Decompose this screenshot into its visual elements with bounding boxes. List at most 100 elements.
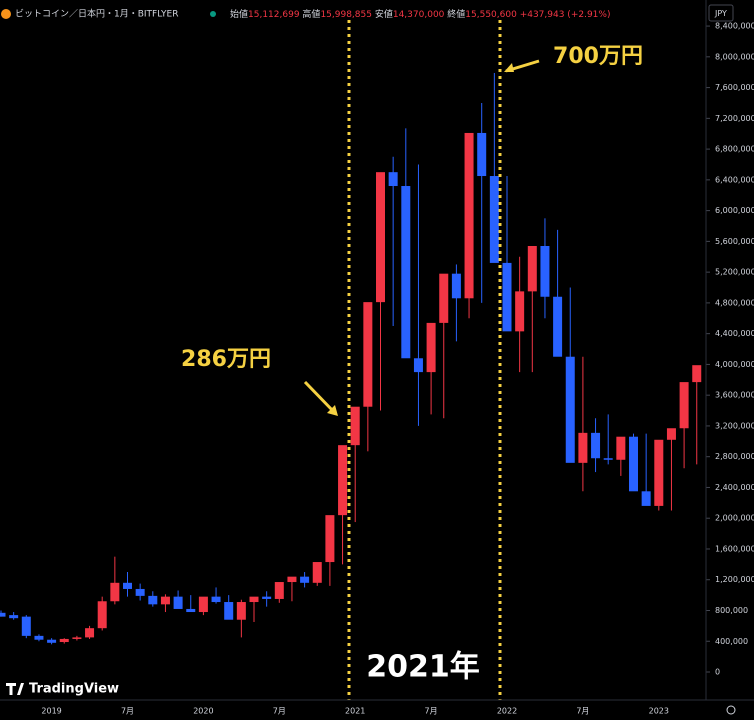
y-tick-label: 7,600,000 [715, 83, 754, 92]
y-tick-label: 8,000,000 [715, 52, 754, 61]
candle-body [274, 582, 284, 599]
label: 終値 [447, 8, 465, 20]
candle-body [401, 186, 411, 359]
y-tick-label: 1,600,000 [715, 544, 754, 553]
candle-body [477, 132, 487, 177]
settings-icon[interactable] [726, 705, 736, 715]
x-tick-label: 7月 [273, 707, 286, 716]
candle-body [692, 365, 702, 383]
candle-body [135, 588, 145, 596]
candle-body [426, 322, 436, 373]
currency: JPY [714, 9, 727, 18]
y-tick-label: 2,400,000 [715, 483, 754, 492]
candle-body [123, 582, 132, 589]
y-tick-label: 6,000,000 [715, 206, 754, 215]
candle-body [376, 172, 385, 303]
candle-body [312, 562, 322, 583]
y-tick-label: 5,200,000 [715, 268, 754, 277]
candle-body [679, 382, 689, 429]
price-axis [706, 0, 754, 720]
candle-body [553, 296, 563, 357]
y-tick-label: 400,000 [715, 637, 748, 646]
x-tick-label: 2022 [497, 707, 517, 716]
x-tick-label: 2020 [193, 707, 213, 716]
y-tick-label: 4,800,000 [715, 298, 754, 307]
y-tick-label: 5,600,000 [715, 237, 754, 246]
candle-body [578, 432, 588, 463]
candle-body [515, 291, 525, 332]
candle-body [21, 616, 31, 636]
candle-body [603, 458, 613, 460]
candle-body [540, 245, 550, 297]
candle-body [439, 273, 449, 323]
symbol: ビットコイン／日本円・1月・BITFLYER [15, 8, 179, 20]
y-tick-label: 800,000 [715, 606, 748, 615]
candle-body [451, 273, 461, 299]
annotation: 2021年 [366, 650, 480, 685]
candle-body [641, 491, 651, 506]
y-tick-label: 6,400,000 [715, 175, 754, 184]
y-tick-label: 7,200,000 [715, 114, 754, 123]
candle-body [72, 637, 82, 639]
value: 15,550,600 [465, 10, 517, 20]
annotation: 286万円 [181, 347, 271, 372]
candle-body [287, 576, 297, 583]
candle-body [160, 596, 170, 605]
candle-body [363, 302, 373, 407]
candle-body [47, 639, 57, 643]
x-tick-label: 2019 [41, 707, 61, 716]
y-tick-label: 0 [715, 668, 720, 677]
y-tick-label: 2,800,000 [715, 452, 754, 461]
candle-body [502, 262, 512, 332]
candle-body [173, 596, 183, 609]
label: 高値 [302, 8, 320, 20]
brand: TradingView [29, 682, 119, 697]
arrow-head [504, 63, 514, 72]
candle-body [211, 596, 221, 603]
ticks: 0 400,000 800,000 1,200,000 1,600,000 2,000,0… [706, 22, 754, 677]
x-tick-label: 7月 [576, 707, 589, 716]
currency-box[interactable] [708, 4, 734, 22]
candle-body [654, 439, 664, 506]
candle-body [224, 602, 234, 620]
value: 15,998,855 [320, 10, 372, 20]
candle-body [527, 245, 537, 292]
y-tick-label: 4,000,000 [715, 360, 754, 369]
candle-body [666, 428, 676, 440]
candles [0, 72, 702, 645]
candle-body [85, 628, 95, 638]
logo [6, 683, 24, 695]
candle-body [34, 635, 44, 640]
x-tick-label: 2021 [345, 707, 365, 716]
candle-body [236, 602, 246, 620]
candle-body [97, 601, 107, 629]
value: 14,370,000 [393, 10, 445, 20]
value: 15,112,699 [248, 10, 300, 20]
y-tick-label: 3,200,000 [715, 421, 754, 430]
arrow [303, 380, 337, 415]
candle-body [186, 608, 196, 613]
candle-body [300, 576, 310, 583]
candle-body [0, 612, 6, 617]
ohlc: 始値15,112,699 高値15,998,855 安値14,370,000 終… [230, 8, 610, 20]
candle-body [591, 432, 601, 459]
candle-body [110, 582, 120, 602]
candle-body [262, 596, 272, 599]
candle-body [565, 356, 575, 463]
x-tick-label: 7月 [121, 707, 134, 716]
y-tick-label: 6,800,000 [715, 145, 754, 154]
candle-body [249, 596, 259, 603]
candle-body [616, 436, 626, 460]
candle-body [59, 638, 69, 643]
candle-body [9, 615, 19, 619]
change: +437,943 (+2.91%) [520, 10, 611, 20]
candle-body [464, 132, 474, 299]
label: 安値 [375, 8, 393, 20]
label: 始値 [230, 8, 248, 20]
y-tick-label: 2,000,000 [715, 514, 754, 523]
y-tick-label: 8,400,000 [715, 22, 754, 31]
y-tick-label: 3,600,000 [715, 391, 754, 400]
candle-body [629, 436, 638, 492]
